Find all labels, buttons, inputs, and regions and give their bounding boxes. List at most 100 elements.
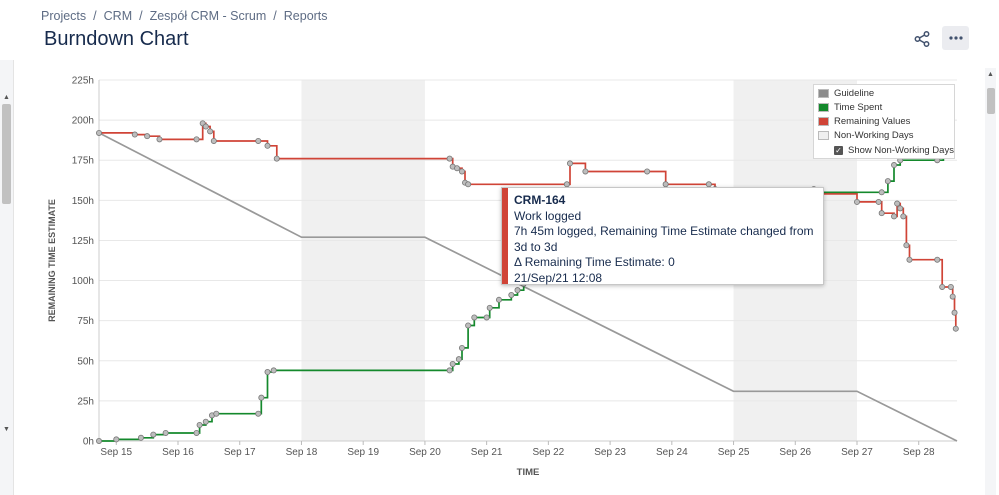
data-point-remaining-values[interactable] [465,181,472,188]
y-tick-label: 150h [72,196,94,207]
data-point-time-spent[interactable] [471,314,478,321]
data-point-remaining-values[interactable] [264,142,271,149]
scroll-up-arrow-icon[interactable]: ▲ [3,94,10,101]
data-point-remaining-values[interactable] [903,242,910,249]
data-point-time-spent[interactable] [255,410,262,417]
data-point-remaining-values[interactable] [644,168,651,175]
data-point-time-spent[interactable] [449,360,456,367]
data-point-remaining-values[interactable] [207,128,214,135]
checkbox-checked-icon[interactable]: ✓ [834,145,843,155]
data-point-remaining-values[interactable] [566,160,573,167]
data-point-time-spent[interactable] [884,178,891,185]
data-point-time-spent[interactable] [96,437,103,444]
data-point-time-spent[interactable] [113,436,120,443]
data-point-time-spent[interactable] [150,431,157,438]
data-point-remaining-values[interactable] [144,133,151,140]
y-tick-label: 25h [77,396,94,407]
data-point-remaining-values[interactable] [255,137,262,144]
breadcrumb-crm[interactable]: CRM [103,9,133,23]
data-point-time-spent[interactable] [193,429,200,436]
y-tick-label: 0h [83,437,94,448]
data-point-remaining-values[interactable] [582,168,589,175]
data-point-time-spent[interactable] [202,418,209,425]
data-point-remaining-values[interactable] [934,256,941,263]
data-point-time-spent[interactable] [258,394,265,401]
data-point-time-spent[interactable] [446,367,453,374]
legend-swatch [818,88,829,98]
data-point-time-spent[interactable] [486,304,493,311]
breadcrumb-reports[interactable]: Reports [283,9,328,23]
x-tick-label: Sep 17 [224,447,256,458]
scroll-up-arrow-icon[interactable]: ▲ [987,71,994,78]
legend-label: Time Spent [834,101,883,113]
series-line-guideline [98,132,958,442]
legend-item-non-working-days[interactable]: Non-Working Days [818,129,914,141]
data-point-time-spent[interactable] [264,369,271,376]
data-point-remaining-values[interactable] [454,165,461,172]
data-point-remaining-values[interactable] [193,136,200,143]
data-point-remaining-values[interactable] [878,210,885,217]
data-point-remaining-values[interactable] [156,136,163,143]
data-point-remaining-values[interactable] [446,155,453,162]
data-point-remaining-values[interactable] [96,129,103,136]
data-point-remaining-values[interactable] [906,256,913,263]
legend-item-time-spent[interactable]: Time Spent [818,101,882,113]
data-point-remaining-values[interactable] [563,181,570,188]
show-non-working-days-toggle[interactable]: ✓ Show Non-Working Days [834,144,954,156]
data-point-remaining-values[interactable] [939,283,946,290]
legend-label: Guideline [834,87,875,99]
breadcrumb-separator: / [139,9,143,23]
data-point-remaining-values[interactable] [947,283,954,290]
data-point-time-spent[interactable] [137,434,144,441]
data-point-time-spent[interactable] [465,322,472,329]
legend-item-guideline[interactable]: Guideline [818,87,874,99]
data-point-remaining-values[interactable] [897,205,904,212]
share-button[interactable] [908,26,936,52]
breadcrumb-projects[interactable]: Projects [41,9,87,23]
data-point-remaining-values[interactable] [949,293,956,300]
data-point-time-spent[interactable] [508,291,515,298]
data-point-time-spent[interactable] [878,189,885,196]
legend-swatch [818,102,829,112]
data-point-remaining-values[interactable] [891,213,898,220]
chart-legend: Guideline Time Spent Remaining Values No… [813,84,955,159]
legend-label: Remaining Values [834,115,911,127]
data-point-remaining-values[interactable] [705,181,712,188]
data-point-remaining-values[interactable] [875,198,882,205]
data-point-remaining-values[interactable] [273,155,280,162]
y-axis-title: REMAINING TIME ESTIMATE [47,199,57,322]
x-tick-label: Sep 24 [656,447,688,458]
data-point-time-spent[interactable] [162,429,169,436]
data-point-remaining-values[interactable] [854,198,861,205]
x-tick-label: Sep 26 [779,447,811,458]
data-point-time-spent[interactable] [213,410,220,417]
data-point-time-spent[interactable] [455,356,462,363]
data-point-remaining-values[interactable] [951,309,958,316]
data-point-remaining-values[interactable] [894,200,901,207]
legend-item-remaining-values[interactable]: Remaining Values [818,115,910,127]
data-point-time-spent[interactable] [270,367,277,374]
data-point-time-spent[interactable] [483,314,490,321]
scrollbar-thumb[interactable] [2,104,11,204]
more-actions-button[interactable] [942,26,969,50]
data-point-remaining-values[interactable] [131,131,138,138]
data-point-remaining-values[interactable] [202,123,209,130]
data-point-remaining-values[interactable] [952,325,959,332]
scroll-down-arrow-icon[interactable]: ▼ [3,426,10,433]
chart-scrollbar[interactable]: ▲ [985,68,996,495]
x-tick-label: Sep 15 [100,447,132,458]
data-point-remaining-values[interactable] [458,168,465,175]
left-scrollbar[interactable]: ▲ ▼ [0,60,14,495]
data-point-time-spent[interactable] [196,421,203,428]
data-point-time-spent[interactable] [458,344,465,351]
data-point-time-spent[interactable] [891,162,898,169]
breadcrumb-team[interactable]: Zespół CRM - Scrum [149,9,267,23]
breadcrumb-separator: / [273,9,277,23]
data-point-remaining-values[interactable] [662,181,669,188]
data-point-time-spent[interactable] [514,287,521,294]
data-point-time-spent[interactable] [495,296,502,303]
data-point-remaining-values[interactable] [210,137,217,144]
data-point-remaining-values[interactable] [900,213,907,220]
scrollbar-thumb[interactable] [987,88,995,114]
